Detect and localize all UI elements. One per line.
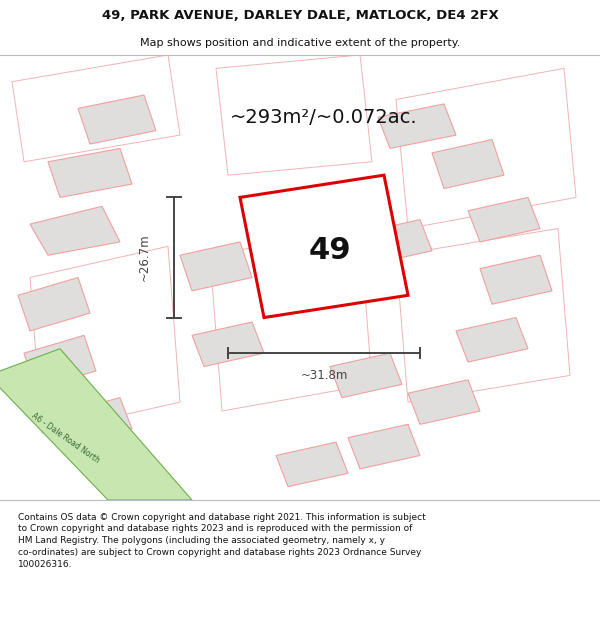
Polygon shape <box>276 442 348 487</box>
Polygon shape <box>360 219 432 264</box>
Polygon shape <box>480 255 552 304</box>
Polygon shape <box>468 198 540 242</box>
Text: 49, PARK AVENUE, DARLEY DALE, MATLOCK, DE4 2FX: 49, PARK AVENUE, DARLEY DALE, MATLOCK, D… <box>101 9 499 22</box>
Text: Contains OS data © Crown copyright and database right 2021. This information is : Contains OS data © Crown copyright and d… <box>18 512 426 569</box>
Text: Map shows position and indicative extent of the property.: Map shows position and indicative extent… <box>140 38 460 48</box>
Text: ~31.8m: ~31.8m <box>301 369 347 382</box>
Polygon shape <box>432 139 504 189</box>
Polygon shape <box>180 242 252 291</box>
Polygon shape <box>330 353 402 398</box>
Polygon shape <box>78 95 156 144</box>
Polygon shape <box>0 349 192 500</box>
Text: A6 - Dale Road North: A6 - Dale Road North <box>30 411 101 464</box>
Polygon shape <box>24 336 96 389</box>
Text: ~26.7m: ~26.7m <box>137 234 151 281</box>
Polygon shape <box>408 380 480 424</box>
Text: 49: 49 <box>308 236 352 265</box>
Polygon shape <box>348 424 420 469</box>
Polygon shape <box>378 104 456 149</box>
Text: ~293m²/~0.072ac.: ~293m²/~0.072ac. <box>230 107 418 127</box>
Polygon shape <box>192 322 264 366</box>
Polygon shape <box>48 149 132 198</box>
Polygon shape <box>456 318 528 362</box>
Polygon shape <box>240 175 408 318</box>
Polygon shape <box>54 398 132 447</box>
Polygon shape <box>30 206 120 255</box>
Polygon shape <box>18 278 90 331</box>
